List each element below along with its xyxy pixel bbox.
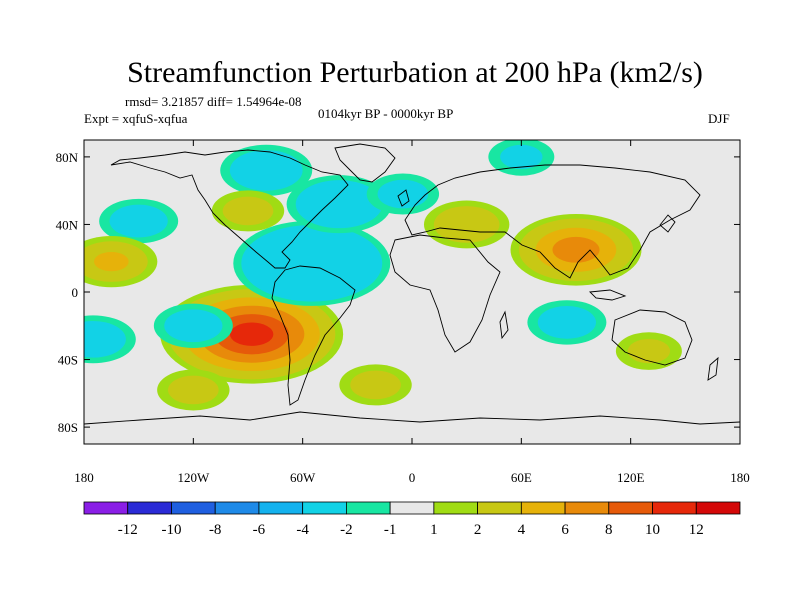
colorbar-swatch: [214, 501, 260, 515]
anomaly-6: [423, 200, 510, 249]
anomaly-16: [488, 140, 555, 176]
y-tick-label: 80S: [58, 420, 78, 435]
colorbar-swatch: [83, 501, 129, 515]
x-tick-label: 60E: [511, 470, 532, 485]
colorbar-label: -10: [161, 522, 181, 538]
x-axis: 180 120W 60W 0 60E 120E 180: [74, 140, 750, 485]
anomaly-14: [157, 369, 230, 411]
x-tick-label: 180: [74, 470, 94, 485]
coast-north-america: [110, 149, 349, 269]
colorbar-swatch: [652, 501, 697, 515]
coast-europe-asia: [404, 164, 701, 279]
period-label: 0104kyr BP - 0000kyr BP: [318, 106, 453, 121]
contour-field: [84, 140, 740, 444]
y-axis: 80N 40N 0 40S 80S: [56, 150, 740, 435]
x-tick-label: 120W: [177, 470, 210, 485]
colorbar-swatch: [564, 501, 610, 515]
colorbar-label: 1: [430, 522, 438, 538]
coast-new-zealand: [707, 356, 719, 381]
season-label: DJF: [708, 111, 730, 126]
x-tick-label: 0: [409, 470, 416, 485]
contour-level: [500, 144, 543, 169]
contour-level: [295, 180, 383, 229]
colorbar-label: -2: [340, 522, 353, 538]
contour-level: [241, 224, 383, 302]
coast-madagascar: [499, 310, 509, 340]
contour-level: [377, 179, 429, 209]
anomaly-1: [510, 213, 642, 286]
colorbar-swatch: [389, 501, 435, 515]
colorbar-label: 6: [561, 522, 569, 538]
anomaly-8: [99, 198, 179, 244]
colorbar-label: -12: [118, 522, 138, 538]
colorbar-label: -6: [253, 522, 266, 538]
contour-level: [627, 339, 671, 364]
colorbar-swatch: [127, 501, 172, 515]
anomaly-3: [286, 175, 392, 234]
colorbar-swatch: [302, 501, 347, 515]
contour-level: [109, 204, 168, 238]
colorbar-swatch: [258, 501, 304, 515]
coast-africa: [389, 234, 501, 353]
y-tick-label: 80N: [56, 150, 79, 165]
coast-uk: [397, 189, 410, 207]
anomaly-15: [615, 332, 682, 370]
contour-level: [229, 322, 274, 346]
anomaly-2: [233, 220, 391, 306]
anomaly-12: [153, 303, 233, 348]
stats-line: rmsd= 3.21857 diff= 1.54964e-08: [125, 94, 302, 109]
x-tick-label: 60W: [290, 470, 316, 485]
contour-level: [552, 236, 600, 263]
colorbar-swatch: [433, 501, 478, 515]
anomaly-11: [84, 315, 136, 364]
experiment-label: Expt = xqfuS-xqfua: [84, 111, 188, 126]
colorbar-swatch: [477, 501, 522, 515]
x-tick-label: 120E: [617, 470, 645, 485]
colorbar-swatch: [520, 501, 566, 515]
contour-level: [168, 375, 219, 405]
coast-japan: [659, 214, 676, 233]
colorbar-label: -8: [209, 522, 222, 538]
x-tick-label: 180: [730, 470, 750, 485]
contour-level: [84, 320, 126, 358]
contour-level: [433, 206, 500, 243]
anomaly-10: [527, 300, 607, 345]
coast-indonesia: [589, 289, 627, 301]
colorbar-swatch: [345, 501, 391, 515]
anomaly-7: [211, 190, 285, 232]
colorbar-label: 8: [605, 522, 613, 538]
coast-greenland: [334, 143, 396, 183]
chart-title: Streamfunction Perturbation at 200 hPa (…: [127, 56, 703, 89]
contour-level: [222, 196, 274, 226]
coast-south-america: [271, 265, 356, 406]
colorbar-swatch: [608, 501, 653, 515]
colorbar-label: 10: [645, 522, 660, 538]
colorbar: -12 -10 -8 -6 -4 -2 -1 1 2 4 6 8 10 12: [83, 501, 741, 538]
anomaly-5: [366, 173, 440, 215]
coast-australia: [611, 309, 693, 366]
coastlines: [84, 143, 740, 425]
colorbar-swatch: [695, 501, 741, 515]
contour-level: [350, 370, 401, 400]
colorbar-label: -4: [296, 522, 309, 538]
contour-level: [537, 306, 596, 339]
y-tick-label: 40S: [58, 353, 78, 368]
contour-level: [94, 252, 129, 272]
y-tick-label: 40N: [56, 217, 79, 232]
contour-level: [164, 309, 223, 343]
colorbar-swatch: [171, 501, 216, 515]
colorbar-label: -1: [384, 522, 397, 538]
anomaly-9: [84, 236, 158, 288]
colorbar-label: 2: [474, 522, 482, 538]
colorbar-label: 4: [518, 522, 526, 538]
contour-level: [229, 150, 303, 191]
colorbar-label: 12: [689, 522, 704, 538]
anomaly-4: [220, 144, 313, 196]
y-tick-label: 0: [72, 285, 79, 300]
anomaly-13: [339, 364, 412, 406]
coast-antarctica: [84, 411, 740, 425]
